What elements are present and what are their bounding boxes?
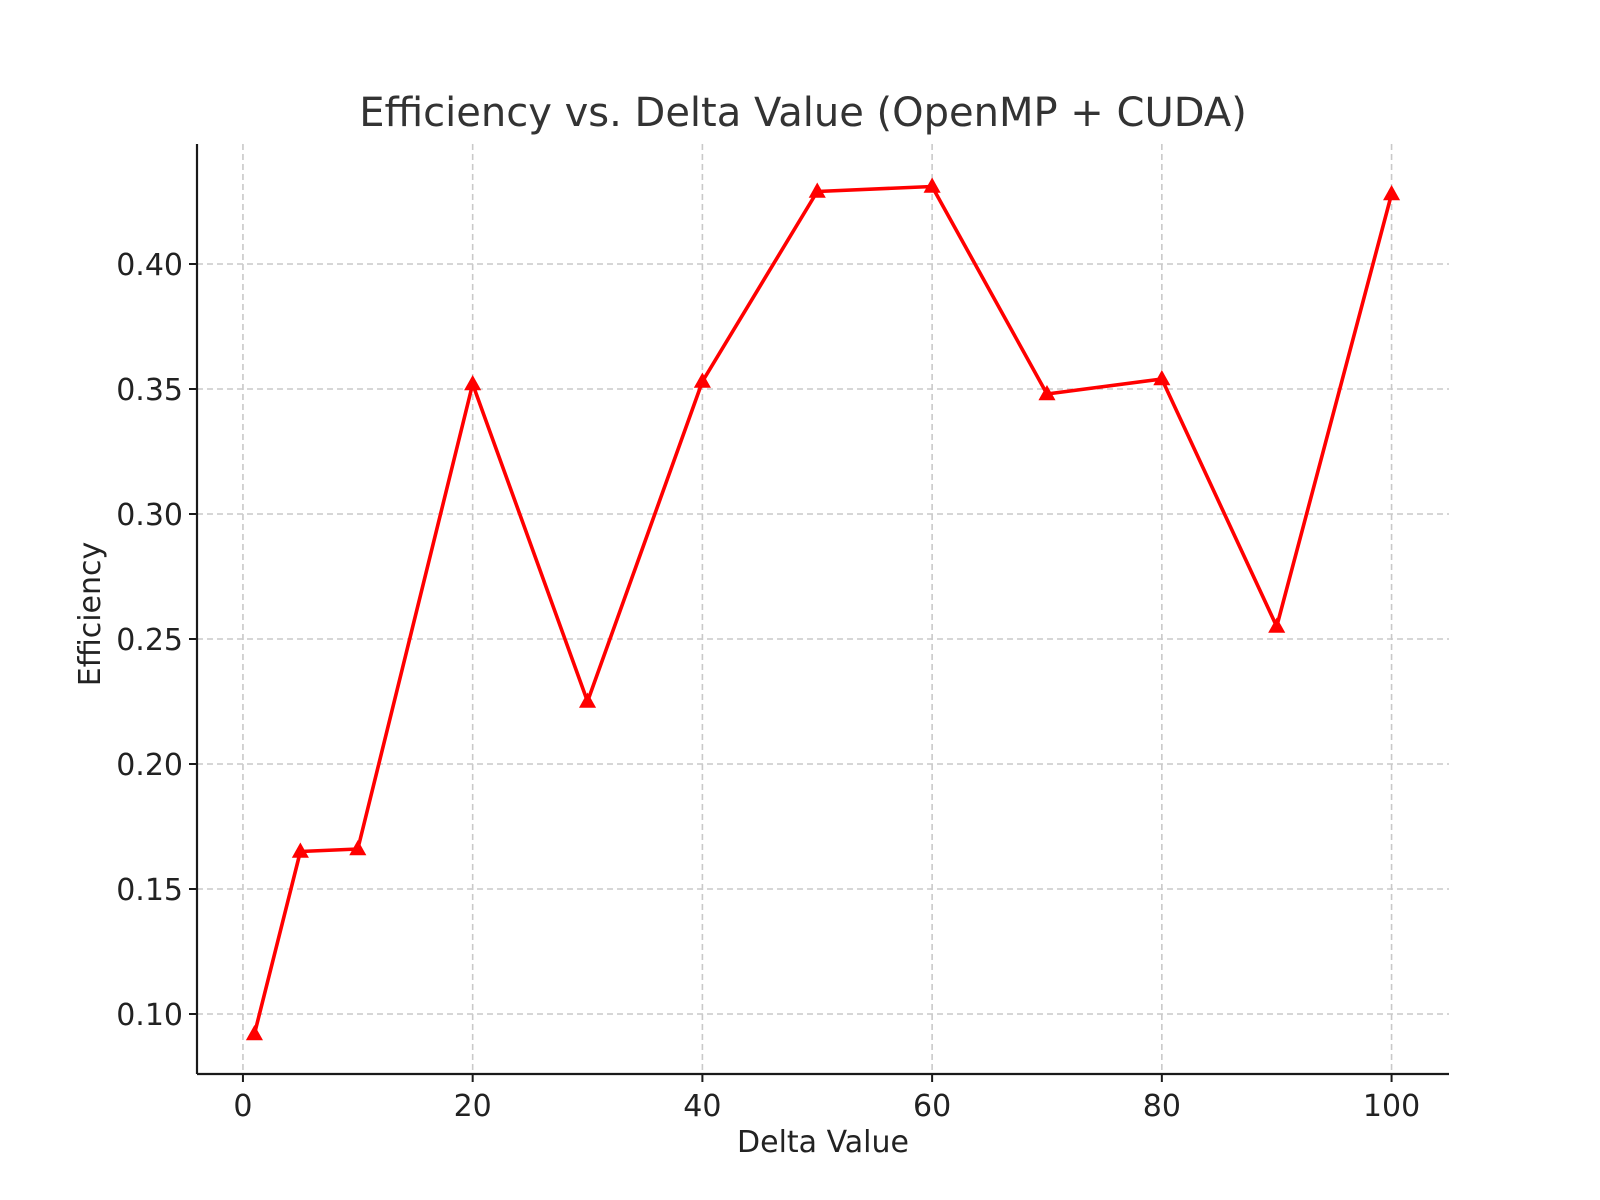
y-tick-label: 0.30 xyxy=(116,498,183,533)
chart-title: Efficiency vs. Delta Value (OpenMP + CUD… xyxy=(359,90,1247,136)
y-tick-label: 0.35 xyxy=(116,373,183,408)
x-tick-label: 20 xyxy=(454,1089,492,1124)
data-point-marker xyxy=(245,1025,263,1041)
y-tick-label: 0.15 xyxy=(116,873,183,908)
data-point-marker xyxy=(1038,385,1056,401)
y-tick-label: 0.20 xyxy=(116,748,183,783)
x-tick-label: 60 xyxy=(913,1089,951,1124)
data-point-marker xyxy=(349,840,367,856)
x-tick-label: 0 xyxy=(233,1089,252,1124)
x-axis-label: Delta Value xyxy=(737,1125,909,1160)
data-point-marker xyxy=(578,692,597,708)
y-tick-label: 0.10 xyxy=(116,998,183,1033)
data-point-marker xyxy=(1268,617,1286,633)
series xyxy=(245,177,1401,1041)
y-axis-label: Efficiency xyxy=(73,542,108,687)
x-ticks: 0 20 40 60 80 100 xyxy=(233,1074,1420,1124)
data-point-marker xyxy=(1153,370,1171,386)
data-point-marker xyxy=(808,182,826,198)
data-point-marker xyxy=(1383,185,1401,201)
y-tick-label: 0.25 xyxy=(116,623,183,658)
x-tick-label: 80 xyxy=(1143,1089,1181,1124)
y-tick-label: 0.40 xyxy=(116,248,183,283)
data-point-marker xyxy=(464,375,482,391)
series-line xyxy=(252,184,1394,1036)
grid xyxy=(197,144,1449,1074)
data-point-marker xyxy=(291,842,309,858)
axes xyxy=(195,144,1449,1076)
y-ticks: 0.10 0.15 0.20 0.25 0.30 0.35 0.40 xyxy=(116,248,197,1033)
data-point-marker xyxy=(693,372,711,388)
x-tick-label: 40 xyxy=(683,1089,721,1124)
data-point-marker xyxy=(923,177,941,193)
x-tick-label: 100 xyxy=(1363,1089,1420,1124)
